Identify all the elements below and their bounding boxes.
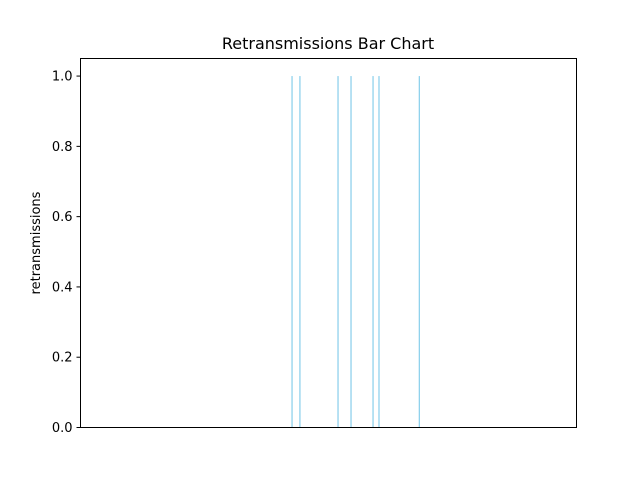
y-tick-label-0: 0.0 — [52, 421, 73, 436]
y-tick-label-2: 0.4 — [52, 280, 73, 295]
y-tick-label-5: 1.0 — [52, 70, 73, 85]
y-tick-label-3: 0.6 — [52, 210, 73, 225]
plot-frame — [81, 59, 577, 428]
bar-1 — [299, 76, 300, 427]
bar-2 — [337, 76, 338, 427]
y-tick-label-4: 0.8 — [52, 140, 73, 155]
bar-5 — [378, 76, 379, 427]
bar-3 — [350, 76, 351, 427]
bars-group — [291, 76, 419, 427]
bar-4 — [372, 76, 373, 427]
y-axis-label: retransmissions — [29, 191, 44, 294]
bar-6 — [419, 76, 420, 427]
bar-0 — [291, 76, 292, 427]
y-axis-ticks: 0.0 0.2 0.4 0.6 0.8 1.0 — [52, 70, 81, 436]
chart-title: Retransmissions Bar Chart — [222, 34, 434, 53]
y-tick-label-1: 0.2 — [52, 351, 73, 366]
